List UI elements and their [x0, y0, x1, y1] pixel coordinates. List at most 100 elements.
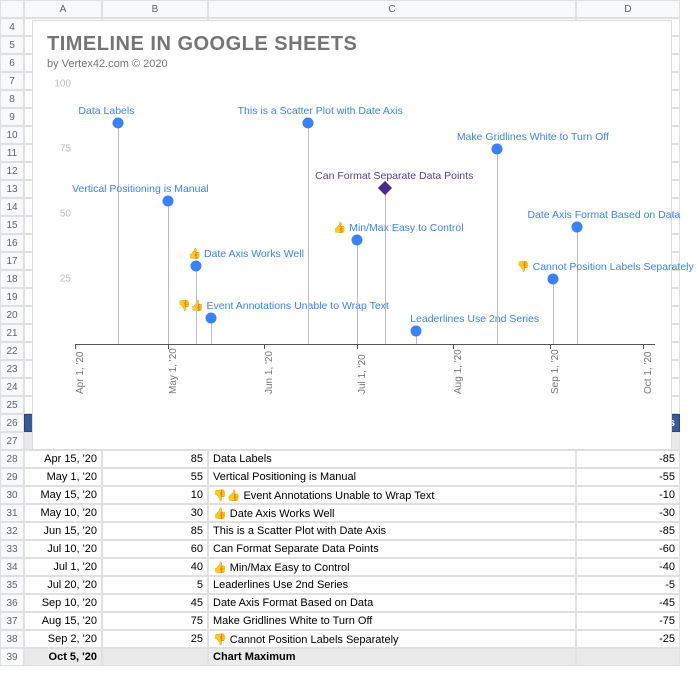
td-date[interactable]: Sep 10, '20 [24, 594, 102, 612]
td-date[interactable]: Apr 15, '20 [24, 450, 102, 468]
td-max-date[interactable]: Oct 5, '20 [24, 648, 102, 666]
td-leader[interactable]: -55 [576, 468, 680, 486]
row-header-27[interactable]: 27 [0, 432, 24, 450]
row-header-13[interactable]: 13 [0, 180, 24, 198]
td-vpos[interactable]: 10 [102, 486, 208, 504]
td-leader[interactable]: -85 [576, 522, 680, 540]
td-event[interactable]: Can Format Separate Data Points [208, 540, 576, 558]
td-event[interactable]: 👍 Date Axis Works Well [208, 504, 576, 522]
corner-cell [0, 0, 24, 18]
col-header-D[interactable]: D [576, 0, 680, 18]
chart-plot-area: 255075100Apr 1, '20May 1, '20Jun 1, '20J… [75, 84, 655, 394]
td-event[interactable]: Date Axis Format Based on Data [208, 594, 576, 612]
td-vpos[interactable]: 85 [102, 522, 208, 540]
td-date[interactable]: May 15, '20 [24, 486, 102, 504]
row-header-8[interactable]: 8 [0, 90, 24, 108]
row-header-38[interactable]: 38 [0, 630, 24, 648]
td-date[interactable]: May 1, '20 [24, 468, 102, 486]
td-vpos[interactable]: 40 [102, 558, 208, 576]
row-header-11[interactable]: 11 [0, 144, 24, 162]
row-header-16[interactable]: 16 [0, 234, 24, 252]
row-header-33[interactable]: 33 [0, 540, 24, 558]
row-header-21[interactable]: 21 [0, 324, 24, 342]
row-header-14[interactable]: 14 [0, 198, 24, 216]
td-leader[interactable]: -30 [576, 504, 680, 522]
td-event[interactable]: Leaderlines Use 2nd Series [208, 576, 576, 594]
col-header-A[interactable]: A [24, 0, 102, 18]
row-header-29[interactable]: 29 [0, 468, 24, 486]
td-date[interactable]: Sep 2, '20 [24, 630, 102, 648]
td-event[interactable]: Make Gridlines White to Turn Off [208, 612, 576, 630]
td-date[interactable]: Aug 15, '20 [24, 612, 102, 630]
row-header-24[interactable]: 24 [0, 378, 24, 396]
td-date[interactable]: Jul 10, '20 [24, 540, 102, 558]
row-header-28[interactable]: 28 [0, 450, 24, 468]
row-header-25[interactable]: 25 [0, 396, 24, 414]
x-tick [453, 344, 454, 349]
row-header-37[interactable]: 37 [0, 612, 24, 630]
td-vpos[interactable]: 55 [102, 468, 208, 486]
col-header-C[interactable]: C [208, 0, 576, 18]
td-vpos[interactable]: 30 [102, 504, 208, 522]
td-leader[interactable]: -5 [576, 576, 680, 594]
td-event[interactable]: 👎👍 Event Annotations Unable to Wrap Text [208, 486, 576, 504]
row-header-19[interactable]: 19 [0, 288, 24, 306]
row-header-23[interactable]: 23 [0, 360, 24, 378]
td-max-event[interactable]: Chart Maximum [208, 648, 576, 666]
row-header-17[interactable]: 17 [0, 252, 24, 270]
td-vpos[interactable]: 5 [102, 576, 208, 594]
td-date[interactable]: May 10, '20 [24, 504, 102, 522]
data-point [206, 313, 217, 324]
row-header-32[interactable]: 32 [0, 522, 24, 540]
td-vpos[interactable]: 85 [102, 450, 208, 468]
row-header-7[interactable]: 7 [0, 72, 24, 90]
row-header-15[interactable]: 15 [0, 216, 24, 234]
row-header-18[interactable]: 18 [0, 270, 24, 288]
td-event[interactable]: 👍 Min/Max Easy to Control [208, 558, 576, 576]
td-leader[interactable]: -10 [576, 486, 680, 504]
td-vpos[interactable]: 25 [102, 630, 208, 648]
row-header-12[interactable]: 12 [0, 162, 24, 180]
row-header-20[interactable]: 20 [0, 306, 24, 324]
data-point [491, 144, 502, 155]
data-point [190, 261, 201, 272]
td-leader[interactable]: -45 [576, 594, 680, 612]
td-leader[interactable]: -60 [576, 540, 680, 558]
td-leader[interactable]: -40 [576, 558, 680, 576]
td-event[interactable]: Data Labels [208, 450, 576, 468]
row-header-30[interactable]: 30 [0, 486, 24, 504]
row-header-4[interactable]: 4 [0, 18, 24, 36]
row-header-35[interactable]: 35 [0, 576, 24, 594]
td-leader[interactable]: -85 [576, 450, 680, 468]
row-header-34[interactable]: 34 [0, 558, 24, 576]
col-header-B[interactable]: B [102, 0, 208, 18]
td-max-leader[interactable] [576, 648, 680, 666]
row-header-26[interactable]: 26 [0, 414, 24, 432]
td-max-vpos[interactable] [102, 648, 208, 666]
row-header-36[interactable]: 36 [0, 594, 24, 612]
data-label: 👍 Min/Max Easy to Control [333, 221, 463, 234]
row-header-6[interactable]: 6 [0, 54, 24, 72]
td-event[interactable]: 👎 Cannot Position Labels Separately [208, 630, 576, 648]
td-date[interactable]: Jul 20, '20 [24, 576, 102, 594]
data-label: Data Labels [78, 105, 134, 117]
row-header-22[interactable]: 22 [0, 342, 24, 360]
td-vpos[interactable]: 45 [102, 594, 208, 612]
td-date[interactable]: Jul 1, '20 [24, 558, 102, 576]
row-header-9[interactable]: 9 [0, 108, 24, 126]
td-event[interactable]: This is a Scatter Plot with Date Axis [208, 522, 576, 540]
row-header-31[interactable]: 31 [0, 504, 24, 522]
td-leader[interactable]: -25 [576, 630, 680, 648]
y-tick-label: 25 [49, 274, 71, 285]
x-tick-label: Oct 1, '20 [643, 352, 649, 395]
row-header-39[interactable]: 39 [0, 648, 24, 666]
row-header-5[interactable]: 5 [0, 36, 24, 54]
td-vpos[interactable]: 75 [102, 612, 208, 630]
td-event[interactable]: Vertical Positioning is Manual [208, 468, 576, 486]
td-leader[interactable]: -75 [576, 612, 680, 630]
y-tick-label: 100 [49, 79, 71, 90]
td-vpos[interactable]: 60 [102, 540, 208, 558]
td-date[interactable]: Jun 15, '20 [24, 522, 102, 540]
row-header-10[interactable]: 10 [0, 126, 24, 144]
leader-line [497, 149, 498, 344]
